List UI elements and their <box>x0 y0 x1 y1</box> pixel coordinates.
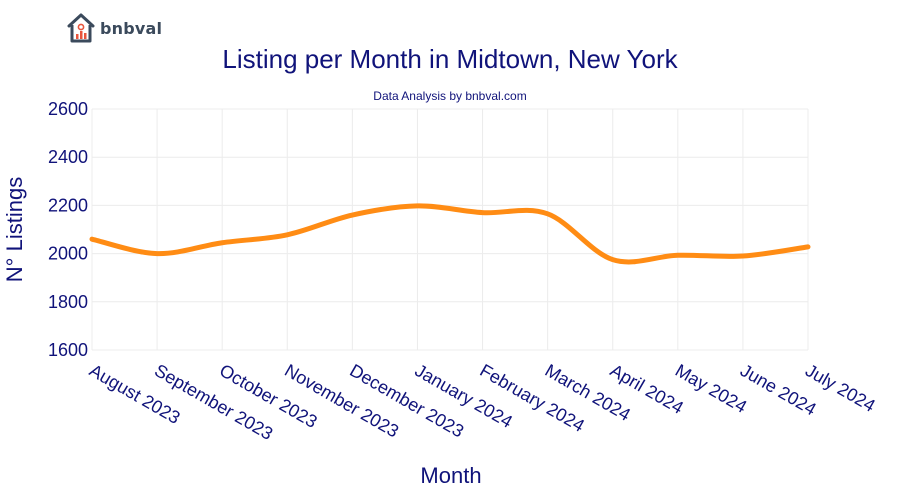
data-point[interactable] <box>350 213 355 218</box>
y-tick-label: 2600 <box>48 99 88 119</box>
data-point[interactable] <box>675 253 680 258</box>
x-tick-label: December 2023 <box>346 360 467 441</box>
x-tick-label: May 2024 <box>672 360 750 417</box>
y-tick-label: 2000 <box>48 244 88 264</box>
series-line <box>89 203 811 265</box>
y-axis-title: N° Listings <box>2 177 27 282</box>
data-point[interactable] <box>415 203 420 208</box>
y-tick-label: 1600 <box>48 340 88 360</box>
data-point[interactable] <box>740 254 745 259</box>
data-point[interactable] <box>220 240 225 245</box>
data-point[interactable] <box>806 244 811 249</box>
house-chart-icon <box>67 13 95 43</box>
data-point[interactable] <box>155 251 160 256</box>
grid <box>91 108 809 351</box>
x-axis-title: Month <box>420 463 481 488</box>
series-layer <box>89 203 811 265</box>
y-tick-label: 2200 <box>48 195 88 215</box>
brand-logo: bnbval <box>66 12 162 44</box>
data-point[interactable] <box>90 237 95 242</box>
brand-logo-text: bnbval <box>100 18 163 38</box>
y-tick-label: 1800 <box>48 292 88 312</box>
chart-title: Listing per Month in Midtown, New York <box>222 44 678 74</box>
data-point[interactable] <box>285 232 290 237</box>
data-point[interactable] <box>480 210 485 215</box>
data-point[interactable] <box>610 257 615 262</box>
y-axis-ticks: 1600 1800 2000 2200 2400 2600 <box>48 99 88 360</box>
x-tick-label: November 2023 <box>281 360 402 441</box>
y-tick-label: 2400 <box>48 147 88 167</box>
data-point[interactable] <box>545 211 550 216</box>
chart-subtitle: Data Analysis by bnbval.com <box>373 89 527 103</box>
